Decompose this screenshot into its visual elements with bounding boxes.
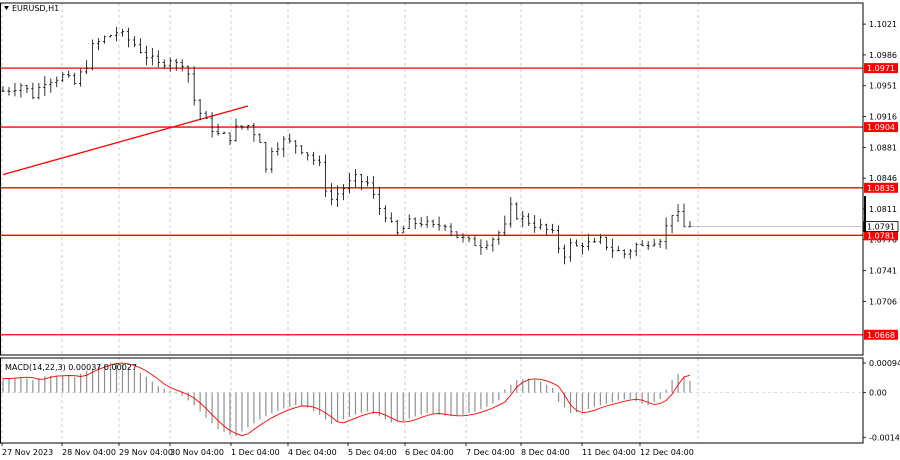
symbol-label: EURUSD,H1 bbox=[12, 4, 59, 13]
price-tick-label: 1.1021 bbox=[869, 20, 897, 29]
time-tick-label: 6 Dec 04:00 bbox=[405, 448, 454, 457]
level-price-label: 1.0904 bbox=[867, 123, 895, 132]
price-tick-label: 1.0741 bbox=[869, 267, 897, 276]
current-price-label: 1.0791 bbox=[867, 223, 895, 232]
level-price-label: 1.0668 bbox=[867, 331, 895, 340]
macd-histogram bbox=[2, 362, 691, 437]
level-price-box bbox=[864, 230, 898, 241]
price-tick-label: 1.0881 bbox=[869, 143, 897, 152]
time-tick-label: 28 Nov 04:00 bbox=[62, 448, 116, 457]
level-price-label: 1.0781 bbox=[867, 231, 895, 240]
time-tick-label: 29 Nov 04:00 bbox=[119, 448, 173, 457]
level-price-box bbox=[864, 63, 898, 74]
time-tick-label: 27 Nov 2023 bbox=[2, 448, 53, 457]
price-axis: 1.10211.09861.09511.09161.08811.08461.08… bbox=[690, 20, 899, 340]
level-price-label: 1.0835 bbox=[867, 184, 895, 193]
price-tick-label: 1.0951 bbox=[869, 82, 897, 91]
level-price-label: 1.0971 bbox=[867, 64, 895, 73]
symbol-title: EURUSD,H1 bbox=[4, 4, 59, 13]
macd-panel-border bbox=[0, 357, 864, 444]
macd-signal-line bbox=[3, 362, 691, 437]
price-tick-label: 1.0916 bbox=[869, 113, 897, 122]
macd-tick-label: 0.00 bbox=[869, 389, 887, 398]
candles bbox=[1, 26, 692, 265]
time-tick-label: 1 Dec 04:00 bbox=[231, 448, 280, 457]
time-tick-label: 12 Dec 04:00 bbox=[640, 448, 694, 457]
time-tick-label: 8 Dec 04:00 bbox=[521, 448, 570, 457]
trendline bbox=[2, 105, 249, 176]
price-tick-label: 1.0986 bbox=[869, 51, 897, 60]
trendline-segment bbox=[2, 105, 249, 176]
price-panel-border bbox=[0, 2, 864, 356]
level-price-box bbox=[864, 182, 898, 193]
time-tick-label: 4 Dec 04:00 bbox=[288, 448, 337, 457]
level-lines bbox=[0, 67, 863, 336]
macd-label: MACD(14,22,3) 0.00037 0.00027 bbox=[5, 363, 137, 372]
macd-tick-label: 0.00094 bbox=[869, 359, 900, 368]
price-tick-label: 1.0811 bbox=[869, 205, 897, 214]
price-tick-label: 1.0846 bbox=[869, 174, 897, 183]
time-tick-label: 7 Dec 04:00 bbox=[466, 448, 515, 457]
time-tick-label: 11 Dec 04:00 bbox=[582, 448, 636, 457]
chart-frame bbox=[0, 2, 864, 444]
time-tick-label: 5 Dec 04:00 bbox=[348, 448, 397, 457]
level-price-box bbox=[864, 122, 898, 133]
price-tick-label: 1.0706 bbox=[869, 297, 897, 306]
level-price-box bbox=[864, 329, 898, 340]
time-tick-label: 30 Nov 04:00 bbox=[170, 448, 224, 457]
